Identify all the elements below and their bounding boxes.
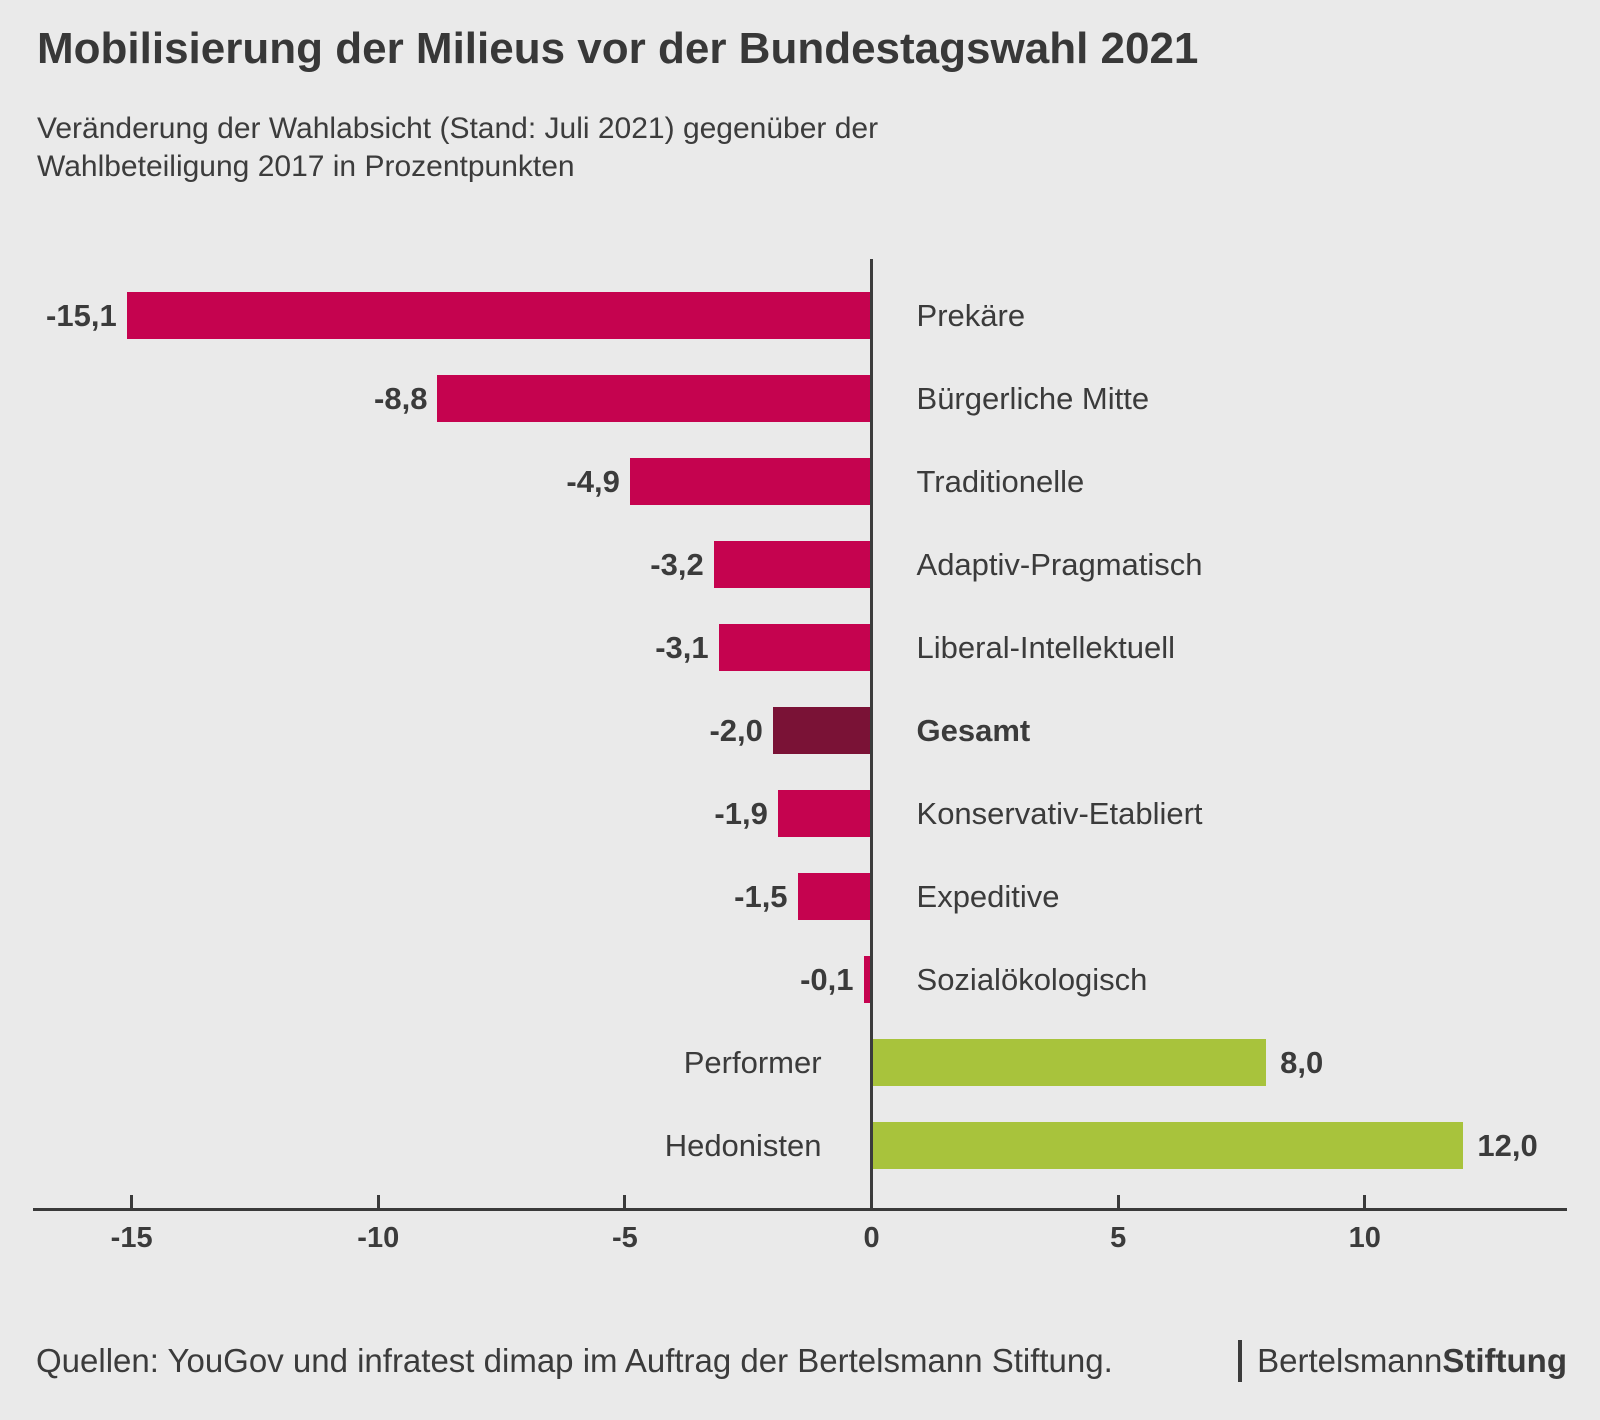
bar [797, 873, 872, 920]
x-axis-tick [1363, 1195, 1367, 1208]
bar-category-label: Konservativ-Etabliert [916, 796, 1203, 831]
bar [437, 375, 872, 422]
x-axis-line [33, 1208, 1567, 1211]
chart-subtitle-line1: Veränderung der Wahlabsicht (Stand: Juli… [37, 112, 879, 145]
bar-value-label: -1,9 [714, 796, 768, 831]
bar [871, 1122, 1464, 1169]
x-axis-tick [1116, 1195, 1120, 1208]
zero-axis-line [870, 259, 874, 1211]
bar-category-label: Prekäre [916, 298, 1026, 333]
footer: Quellen: YouGov und infratest dimap im A… [0, 1334, 1600, 1388]
bar-category-label: Traditionelle [916, 464, 1085, 499]
bar-category-label: Bürgerliche Mitte [916, 381, 1150, 416]
bar-value-label: -3,2 [650, 547, 704, 582]
bar-category-label: Liberal-Intellektuell [916, 630, 1175, 665]
logo-brand-text: Bertelsmann [1257, 1342, 1443, 1379]
bar-value-label: -8,8 [374, 381, 428, 416]
logo-brand-bold-text: Stiftung [1442, 1342, 1567, 1379]
bar [777, 790, 872, 837]
bar-value-label: 12,0 [1477, 1128, 1538, 1163]
bar [772, 707, 872, 754]
bar [871, 1039, 1267, 1086]
chart-title: Mobilisierung der Milieus vor der Bundes… [37, 24, 1199, 73]
bar-category-label: Sozialökologisch [916, 962, 1148, 997]
x-axis-tick-label: 10 [1348, 1222, 1381, 1254]
x-axis-tick-label: 0 [863, 1222, 880, 1254]
bar [718, 624, 872, 671]
bar-category-label: Expeditive [916, 879, 1060, 914]
bertelsmann-logo: Bertelsmann Stiftung [1238, 1340, 1567, 1382]
bar [863, 956, 872, 1003]
bar [713, 541, 872, 588]
x-axis-tick-label: -10 [357, 1222, 400, 1254]
x-axis-tick [623, 1195, 627, 1208]
bar-value-label: -1,5 [734, 879, 788, 914]
source-note: Quellen: YouGov und infratest dimap im A… [36, 1342, 1113, 1379]
bar-value-label: -15,1 [46, 298, 117, 333]
x-axis-tick [376, 1195, 380, 1208]
bar-category-label: Gesamt [916, 713, 1031, 748]
bar-value-label: -0,1 [800, 962, 854, 997]
bar-category-label: Performer [683, 1045, 822, 1080]
bar-value-label: -2,0 [709, 713, 763, 748]
x-axis-tick [130, 1195, 134, 1208]
bar [126, 292, 872, 339]
bar-category-label: Adaptiv-Pragmatisch [916, 547, 1203, 582]
bar-value-label: 8,0 [1280, 1045, 1324, 1080]
x-axis-tick-label: -15 [110, 1222, 153, 1254]
bar [629, 458, 872, 505]
x-axis-tick [870, 1195, 874, 1208]
bar-value-label: -3,1 [655, 630, 709, 665]
chart-subtitle-line2: Wahlbeteiligung 2017 in Prozentpunkten [37, 150, 575, 183]
logo-separator [1238, 1340, 1243, 1382]
x-axis-tick-label: -5 [611, 1222, 638, 1254]
x-axis-tick-label: 5 [1110, 1222, 1127, 1254]
bar-value-label: -4,9 [566, 464, 620, 499]
bar-category-label: Hedonisten [664, 1128, 822, 1163]
